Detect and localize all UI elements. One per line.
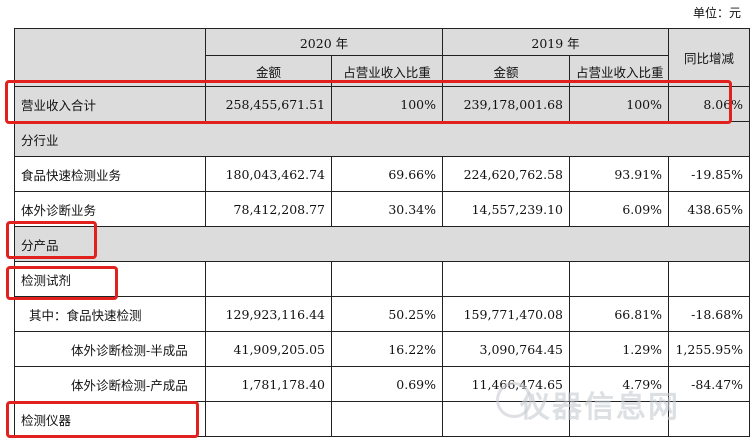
ratio-2019: 93.91% bbox=[569, 156, 670, 192]
amount-2020: 258,455,671.51 bbox=[205, 86, 332, 122]
table-row: 营业收入合计 258,455,671.51 100% 239,178,001.6… bbox=[14, 86, 751, 122]
table-row: 体外诊断检测-半成品 41,909,205.05 16.22% 3,090,76… bbox=[14, 331, 751, 367]
header-yoy: 同比增减 bbox=[668, 28, 751, 87]
empty-cell bbox=[205, 401, 332, 437]
ratio-2020: 100% bbox=[330, 86, 444, 122]
ratio-2020: 30.34% bbox=[330, 191, 444, 227]
table-row: 检测试剂 bbox=[14, 261, 751, 297]
row-label: 检测仪器 bbox=[14, 401, 206, 437]
watermark-text: 仪器信息网 bbox=[520, 390, 680, 425]
yoy-change: -18.68% bbox=[668, 296, 751, 332]
row-label: 体外诊断业务 bbox=[14, 191, 206, 227]
empty-cell bbox=[205, 261, 332, 297]
empty-cell bbox=[442, 261, 571, 297]
header-2020: 2020 年 bbox=[204, 28, 444, 56]
row-label: 检测试剂 bbox=[14, 261, 206, 297]
row-label: 营业收入合计 bbox=[14, 86, 206, 122]
header-blank-cell bbox=[14, 28, 206, 87]
empty-cell bbox=[330, 401, 444, 437]
ratio-2019: 100% bbox=[569, 86, 670, 122]
watermark-logo-icon bbox=[496, 382, 532, 418]
header-row-years: 2020 年 2019 年 同比增减 bbox=[14, 28, 751, 87]
ratio-2019: 6.09% bbox=[569, 191, 670, 227]
table-row: 其中：食品快速检测 129,923,116.44 50.25% 159,771,… bbox=[14, 296, 751, 332]
ratio-2019: 1.29% bbox=[569, 331, 670, 367]
amount-2019: 224,620,762.58 bbox=[442, 156, 571, 192]
section-label: 分产品 bbox=[13, 226, 751, 262]
amount-2019: 3,090,764.45 bbox=[442, 331, 571, 367]
amount-2020: 78,412,208.77 bbox=[205, 191, 332, 227]
empty-cell bbox=[330, 261, 444, 297]
ratio-2020: 0.69% bbox=[330, 366, 444, 402]
row-label: 食品快速检测业务 bbox=[14, 156, 206, 192]
amount-2020: 1,781,178.40 bbox=[205, 366, 332, 402]
table-row: 体外诊断检测-产成品 1,781,178.40 0.69% 11,466,474… bbox=[14, 366, 751, 402]
row-label: 其中：食品快速检测 bbox=[14, 296, 206, 332]
empty-cell bbox=[569, 401, 670, 437]
table-row: 体外诊断业务 78,412,208.77 30.34% 14,557,239.1… bbox=[14, 191, 751, 227]
header-2019: 2019 年 bbox=[442, 28, 670, 56]
ratio-2020: 16.22% bbox=[330, 331, 444, 367]
row-label: 体外诊断检测-产成品 bbox=[14, 366, 206, 402]
header-ratio-2020: 占营业收入比重 bbox=[330, 55, 444, 87]
yoy-change: -84.47% bbox=[668, 366, 751, 402]
section-row: 分产品 bbox=[13, 226, 751, 262]
empty-cell bbox=[668, 401, 751, 437]
yoy-change: -19.85% bbox=[668, 156, 751, 192]
amount-2020: 180,043,462.74 bbox=[205, 156, 332, 192]
section-row: 分行业 bbox=[13, 121, 751, 157]
revenue-table: 2020 年 2019 年 同比增减 金额 占营业收入比重 金额 占营业收入比重… bbox=[13, 28, 751, 437]
yoy-change: 8.06% bbox=[668, 86, 751, 122]
yoy-change: 1,255.95% bbox=[668, 331, 751, 367]
section-label: 分行业 bbox=[13, 121, 751, 157]
amount-2020: 41,909,205.05 bbox=[205, 331, 332, 367]
amount-2019: 14,557,239.10 bbox=[442, 191, 571, 227]
header-amount-2019: 金额 bbox=[442, 55, 571, 87]
yoy-change: 438.65% bbox=[668, 191, 751, 227]
table-row: 食品快速检测业务 180,043,462.74 69.66% 224,620,7… bbox=[14, 156, 751, 192]
unit-label: 单位：元 bbox=[692, 6, 741, 20]
header-amount-2020: 金额 bbox=[205, 55, 332, 87]
amount-2019: 239,178,001.68 bbox=[442, 86, 571, 122]
empty-cell bbox=[668, 261, 751, 297]
header-ratio-2019: 占营业收入比重 bbox=[569, 55, 670, 87]
ratio-2019: 4.79% bbox=[569, 366, 670, 402]
empty-cell bbox=[569, 261, 670, 297]
amount-2019: 159,771,470.08 bbox=[442, 296, 571, 332]
row-label: 体外诊断检测-半成品 bbox=[14, 331, 206, 367]
ratio-2020: 50.25% bbox=[330, 296, 444, 332]
ratio-2019: 66.81% bbox=[569, 296, 670, 332]
table-row: 检测仪器 bbox=[14, 401, 751, 437]
amount-2020: 129,923,116.44 bbox=[205, 296, 332, 332]
ratio-2020: 69.66% bbox=[330, 156, 444, 192]
